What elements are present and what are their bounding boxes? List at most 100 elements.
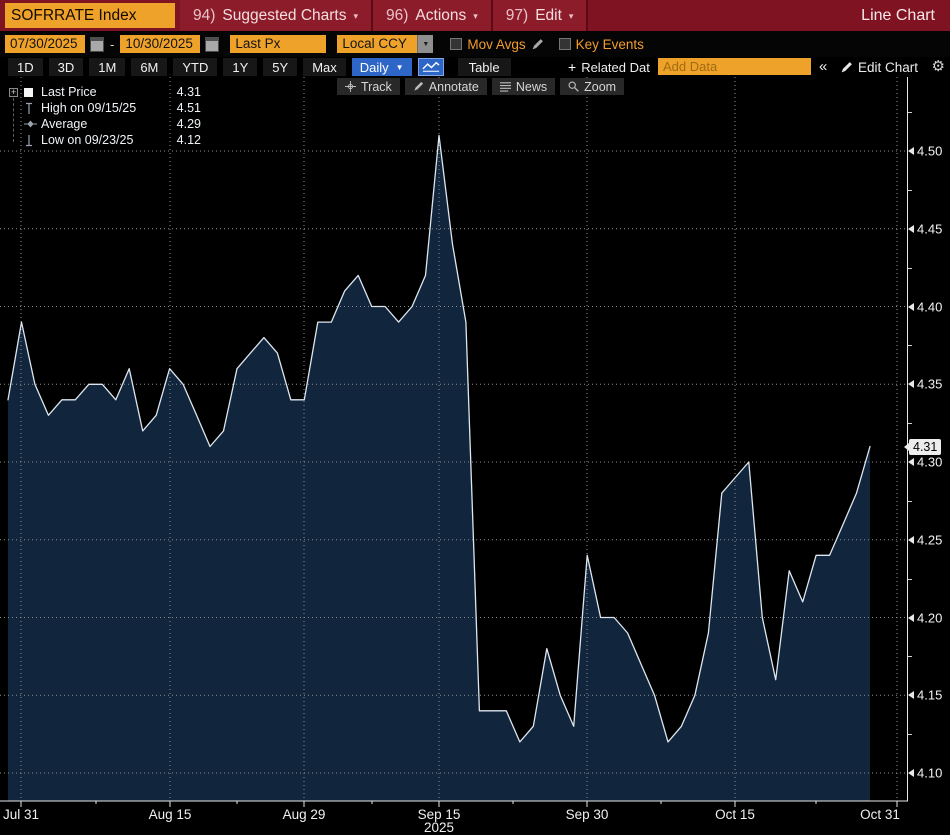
y-minor-tick	[908, 112, 912, 114]
chart-area: Track Annotate News Zoom + Last Price 4.3…	[0, 77, 950, 835]
x-tick-label: Sep 30	[565, 807, 609, 822]
legend-item-low-on-09-23-25[interactable]: Low on 09/23/25 4.12	[24, 132, 215, 148]
annotate-label: Annotate	[428, 79, 479, 94]
chevron-down-icon: ▼	[395, 62, 404, 72]
news-button[interactable]: News	[491, 78, 556, 95]
chevron-down-icon[interactable]: ▼	[417, 35, 434, 53]
legend-tree-connector	[13, 98, 14, 142]
magnifier-icon	[568, 81, 579, 92]
price-chart-plot[interactable]	[0, 77, 908, 809]
price-field-select[interactable]: Last Px	[230, 35, 327, 53]
calendar-icon[interactable]	[90, 36, 104, 52]
news-label: News	[515, 79, 548, 94]
track-button[interactable]: Track	[337, 78, 400, 95]
end-date-input[interactable]	[120, 35, 201, 53]
legend-item-last-price[interactable]: Last Price 4.31	[24, 84, 215, 100]
chevron-down-icon: ▾	[473, 11, 478, 21]
legend-item-average[interactable]: Average 4.29	[24, 116, 215, 132]
related-data-button[interactable]: + Related Dat	[568, 57, 656, 77]
range-button-ytd[interactable]: YTD	[173, 58, 218, 76]
y-tick-label: 4.50	[917, 143, 943, 159]
x-tick-label: Aug 15	[148, 807, 192, 822]
menu-label: Actions	[415, 7, 467, 24]
y-tick-label: 4.40	[917, 299, 943, 314]
x-axis-labels: Jul 31 Aug 15 Aug 29 Sep 15 Sep 30 Oct 15 Oct …	[0, 805, 908, 835]
y-tick-label: 4.10	[917, 765, 943, 781]
chart-hover-toolbar: Track Annotate News Zoom	[337, 78, 625, 95]
y-tick-label: 4.30	[917, 454, 943, 470]
y-tick-marker	[908, 302, 914, 311]
y-tick-marker	[908, 458, 914, 466]
last-price-swatch	[24, 87, 33, 97]
y-tick-marker	[908, 691, 914, 700]
legend-expand-icon[interactable]: +	[9, 87, 18, 97]
title-menus: 94) Suggested Charts ▾ 96) Actions ▾ 97)…	[180, 0, 589, 31]
mov-avgs-label: Mov Avgs	[467, 36, 526, 52]
security-ticker-input[interactable]	[5, 3, 175, 28]
menu-number: 96)	[386, 7, 409, 24]
x-tick-label: Sep 15	[417, 807, 461, 822]
chevron-down-icon: ▾	[568, 11, 574, 21]
period-bar: 1D 3D 1M 6M YTD 1Y 5Y Max Daily ▼ Table + Relat…	[0, 57, 950, 77]
view-mode-label: Line Chart	[861, 7, 935, 24]
menu-number: 97)	[505, 7, 529, 24]
edit-chart-label: Edit Chart	[858, 59, 919, 75]
currency-select[interactable]: Local CCY	[337, 35, 418, 53]
y-minor-tick	[908, 267, 912, 269]
add-data-input[interactable]	[658, 58, 811, 75]
range-button-1m[interactable]: 1M	[89, 58, 126, 76]
range-button-max[interactable]: Max	[303, 58, 346, 76]
range-button-1y[interactable]: 1Y	[223, 58, 258, 76]
legend-value: 4.31	[176, 85, 201, 99]
y-tick-marker	[908, 224, 914, 233]
range-button-5y[interactable]: 5Y	[263, 58, 298, 76]
x-tick-label: Aug 29	[282, 807, 326, 822]
start-date-input[interactable]	[5, 35, 85, 53]
y-axis: 4.10 4.15 4.20 4.25 4.30 4.35 4.40 4.45 4.50 4.31	[903, 77, 950, 829]
average-marker-icon	[24, 120, 37, 128]
y-tick-label: 4.35	[917, 376, 943, 392]
menu-label: Suggested Charts	[222, 7, 347, 24]
menu-actions[interactable]: 96) Actions ▾	[373, 0, 493, 31]
legend-value: 4.51	[176, 101, 201, 115]
edit-chart-button[interactable]: Edit Chart	[840, 57, 918, 77]
y-minor-tick	[908, 345, 912, 347]
menu-suggested-charts[interactable]: 94) Suggested Charts ▾	[180, 0, 374, 31]
date-range-separator: -	[110, 36, 115, 52]
mov-avgs-checkbox[interactable]	[450, 38, 463, 50]
settings-gear-icon[interactable]: ⚙	[931, 58, 945, 75]
legend-value: 4.29	[176, 117, 201, 131]
related-data-label: Related Dat	[581, 59, 650, 75]
calendar-icon[interactable]	[205, 36, 220, 52]
legend-label: Average	[41, 117, 88, 131]
plus-icon: +	[568, 59, 577, 75]
last-price-badge: 4.31	[903, 438, 942, 455]
annotate-button[interactable]: Annotate	[404, 78, 487, 95]
range-buttons: 1D 3D 1M 6M YTD 1Y 5Y Max	[8, 58, 346, 76]
legend-label: High on 09/15/25	[41, 101, 137, 115]
pencil-icon[interactable]	[531, 38, 544, 51]
legend-item-high-on-09-15-25[interactable]: High on 09/15/25 4.51	[24, 100, 215, 116]
zoom-button[interactable]: Zoom	[560, 78, 625, 95]
y-tick-marker	[908, 613, 914, 622]
collapse-chevrons-icon[interactable]: «	[819, 58, 828, 75]
zoom-label: Zoom	[584, 79, 617, 94]
y-minor-tick	[908, 423, 912, 425]
legend-label: Low on 09/23/25	[41, 133, 134, 147]
chart-type-icon-button[interactable]	[417, 58, 444, 76]
range-button-3d[interactable]: 3D	[48, 58, 84, 76]
key-events-checkbox[interactable]	[558, 38, 571, 50]
y-tick-marker	[908, 147, 914, 155]
range-button-1d[interactable]: 1D	[8, 58, 43, 76]
track-label: Track	[361, 79, 392, 94]
table-button[interactable]: Table	[457, 58, 511, 76]
y-minor-tick	[908, 189, 912, 191]
y-tick-label: 4.15	[917, 687, 943, 703]
y-tick-marker	[908, 535, 914, 544]
frequency-select[interactable]: Daily ▼	[351, 58, 412, 76]
range-button-6m[interactable]: 6M	[131, 58, 168, 76]
menu-edit[interactable]: 97) Edit ▾	[492, 0, 589, 31]
y-minor-tick	[908, 656, 912, 658]
low-marker-icon	[26, 134, 32, 146]
